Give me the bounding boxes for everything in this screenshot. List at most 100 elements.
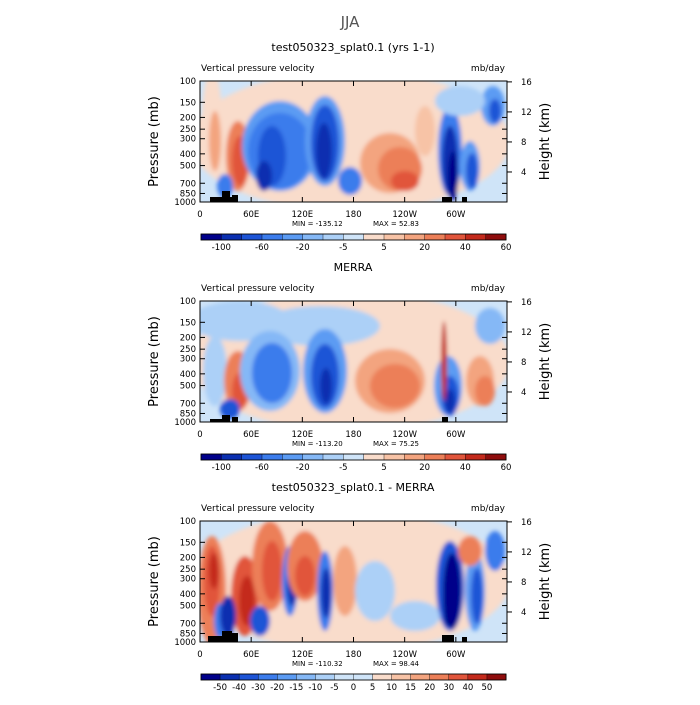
y-axis-label: Pressure (mb) [147,96,162,187]
plot-area [200,521,507,642]
height-tick-label: 12 [521,108,532,118]
contour-blob [475,376,495,406]
colorbar-swatch [241,453,263,461]
colorbar: -100 -60 -20 -5 5 20 40 60 [200,233,511,253]
height-tick-label: 8 [521,358,526,368]
plot-area [200,81,507,202]
y-tick-label: 500 [180,602,196,612]
y-tick-label: 1000 [174,418,196,428]
colorbar-swatch [257,673,278,681]
colorbar-label: -5 [339,463,347,473]
colorbar-swatch [302,233,324,241]
colorbar-swatch [282,233,304,241]
panel-title: MERRA [334,261,373,274]
colorbar-label: -20 [270,683,284,693]
colorbar-swatch [424,233,446,241]
colorbar-swatch [410,673,431,681]
contour-blob [295,556,315,596]
y-axis-label: Pressure (mb) [147,316,162,407]
y-tick-label: 150 [180,318,196,328]
colorbar-swatch [363,233,385,241]
contour-blob [435,86,485,116]
colorbar-label: 20 [419,243,430,253]
y-tick-label: 700 [180,179,196,189]
y-tick-label: 100 [180,297,196,307]
contour-blob [333,546,357,616]
colorbar: -100 -60 -20 -5 5 20 40 60 [200,453,511,473]
colorbar-label: -60 [255,243,269,253]
height-tick-label: 12 [521,328,532,338]
colorbar-label: -5 [330,683,338,693]
colorbar-swatch [296,673,316,681]
land-mask [222,631,232,642]
colorbar-swatch [444,453,466,461]
contour-blob [262,541,282,601]
colorbar-label: 30 [443,683,454,693]
contour-blob [466,153,478,189]
contour-blob [448,151,458,201]
y-tick-label: 300 [180,355,196,365]
x-tick-label: 60E [243,210,259,220]
x-tick-label: 120W [392,430,417,440]
colorbar-swatch [334,673,354,681]
min-label: MIN = -110.32 [292,660,343,668]
colorbar-swatch [485,233,507,241]
colorbar: -50 -40 -30 -20 -15 -10 -5 0 5 10 15 20 30 40 50 [200,673,507,693]
colorbar-swatch [315,673,335,681]
y-tick-label: 500 [180,162,196,172]
colorbar-label: 50 [482,683,493,693]
colorbar-label: 40 [460,243,471,253]
colorbar-label: 40 [462,683,473,693]
colorbar-label: 20 [419,463,430,473]
y-tick-label: 100 [180,77,196,87]
colorbar-label: 10 [386,683,397,693]
x-tick-label: 60W [446,210,466,220]
contour-blob [320,368,332,404]
y-tick-label: 300 [180,135,196,145]
colorbar-swatch [302,453,324,461]
y-tick-label: 850 [180,409,196,419]
colorbar-swatch [465,453,487,461]
colorbar-frame [200,673,507,681]
x-tick-label: 120W [392,210,417,220]
colorbar-label: 5 [381,463,386,473]
colorbar-swatch [383,233,405,241]
height-tick-label: 8 [521,578,526,588]
land-mask [232,195,238,202]
land-mask [462,637,467,642]
panel-subtitle-right: mb/day [471,64,506,74]
panel-subtitle-right: mb/day [471,504,506,514]
x-tick-label: 0 [197,650,202,660]
y-tick-label: 300 [180,575,196,585]
colorbar-swatch [424,453,446,461]
y-tick-label: 400 [180,150,196,160]
contour-field [200,301,507,422]
x-tick-label: 60E [243,430,259,440]
colorbar-swatch [372,673,393,681]
contour-blob [391,171,419,191]
panel-subtitle-left: Vertical pressure velocity [201,284,315,294]
height-tick-label: 4 [521,388,526,398]
colorbar-swatch [404,453,426,461]
colorbar-swatch [200,233,222,241]
y-tick-label: 200 [180,113,196,123]
colorbar-swatch [353,673,374,681]
y-tick-label: 400 [180,590,196,600]
colorbar-swatch [241,233,263,241]
colorbar-label: -50 [213,683,227,693]
colorbar-frame [200,453,507,461]
contour-blob [321,568,331,618]
contour-blob [445,389,455,413]
x-tick-label: 180 [345,210,361,220]
panel-1: test050323_splat0.1 (yrs 1-1) Vertical pr… [147,41,553,253]
contour-blob [415,106,435,156]
colorbar-swatch [343,453,365,461]
colorbar-label: 5 [370,683,375,693]
contour-blob [441,321,447,401]
panel-subtitle-left: Vertical pressure velocity [201,64,315,74]
contour-blob [252,343,292,403]
contour-blob [475,308,505,344]
height-tick-label: 16 [521,298,532,308]
